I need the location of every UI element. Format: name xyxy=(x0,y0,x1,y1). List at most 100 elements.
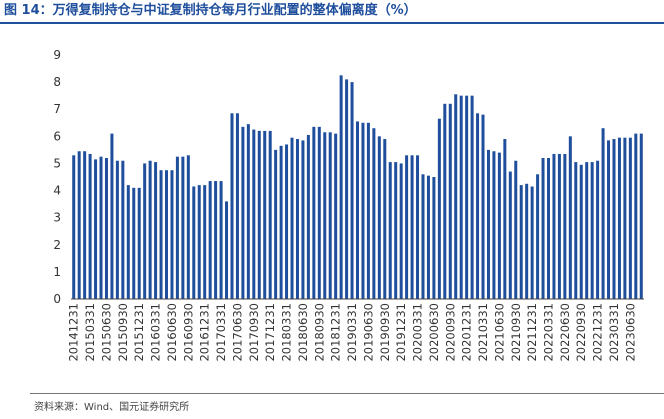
bar xyxy=(607,140,611,299)
bar xyxy=(377,136,381,299)
bar xyxy=(596,160,600,299)
y-tick-label: 4 xyxy=(53,184,61,198)
x-tick-label: 20170630 xyxy=(230,303,244,362)
bar xyxy=(115,160,119,299)
bar xyxy=(617,137,621,299)
bar xyxy=(361,122,365,299)
bar xyxy=(345,79,349,300)
bar xyxy=(634,133,638,299)
bar xyxy=(83,151,87,299)
bar-series xyxy=(72,75,643,300)
bar xyxy=(356,121,359,299)
y-tick-label: 7 xyxy=(53,102,61,116)
bar xyxy=(590,162,594,299)
y-tick-label: 9 xyxy=(53,48,61,62)
bar xyxy=(574,162,578,299)
x-tick-label: 20150630 xyxy=(99,303,113,362)
x-tick-label: 20190331 xyxy=(345,303,359,362)
bar xyxy=(416,155,420,299)
bar xyxy=(525,183,529,299)
bar xyxy=(557,153,561,299)
bar xyxy=(399,163,403,299)
bar xyxy=(476,113,480,299)
x-tick-label: 20141231 xyxy=(67,303,81,362)
y-axis: 0 1 2 3 4 5 6 7 8 9 xyxy=(53,48,61,306)
x-tick-label: 20151231 xyxy=(132,303,146,362)
bar xyxy=(339,75,343,299)
bar xyxy=(448,103,452,299)
y-tick-label: 8 xyxy=(53,75,61,89)
bar xyxy=(285,144,289,299)
bar xyxy=(257,130,261,299)
bar xyxy=(437,118,441,300)
x-tick-label: 20160630 xyxy=(165,303,179,362)
x-tick-label: 20150331 xyxy=(83,303,97,362)
bar xyxy=(263,130,267,299)
bar xyxy=(568,136,572,299)
bar xyxy=(301,140,305,299)
bar xyxy=(519,185,523,299)
bar xyxy=(601,128,605,299)
bar xyxy=(214,181,218,299)
bar xyxy=(585,162,589,299)
bar xyxy=(154,162,158,299)
x-tick-label: 20171231 xyxy=(263,303,277,362)
y-tick-label: 6 xyxy=(53,129,61,143)
y-tick-label: 1 xyxy=(53,265,61,279)
bar xyxy=(295,139,299,299)
figure-title: 图 14：万得复制持仓与中证复制持仓每月行业配置的整体偏离度（%） xyxy=(4,3,417,18)
bar xyxy=(508,171,512,299)
bar xyxy=(165,170,168,299)
bar xyxy=(175,156,179,299)
bar xyxy=(328,132,332,299)
bar xyxy=(465,95,469,299)
y-tick-label: 2 xyxy=(53,238,61,252)
bar xyxy=(454,94,458,299)
bar xyxy=(350,82,354,299)
bar xyxy=(104,158,108,299)
source-note: 资料来源：Wind、国元证券研究所 xyxy=(34,402,190,413)
x-tick-label: 20220331 xyxy=(542,303,556,362)
x-tick-label: 20190930 xyxy=(378,303,392,362)
x-tick-label: 20230630 xyxy=(623,303,637,362)
bar xyxy=(536,174,540,299)
x-tick-label: 20150930 xyxy=(116,303,130,362)
bar xyxy=(628,137,632,299)
bar xyxy=(552,153,556,299)
x-tick-label: 20221231 xyxy=(591,303,605,362)
bar xyxy=(94,159,98,299)
bar xyxy=(383,139,387,299)
x-tick-label: 20200331 xyxy=(411,303,425,362)
bar xyxy=(88,153,92,299)
bar xyxy=(579,164,583,299)
x-tick-label: 20210331 xyxy=(476,303,490,362)
bar xyxy=(366,122,370,299)
x-tick-label: 20200630 xyxy=(427,303,441,362)
bar xyxy=(372,128,376,299)
bar xyxy=(241,126,245,299)
bar xyxy=(126,185,130,299)
bar xyxy=(132,187,136,299)
x-tick-label: 20200930 xyxy=(443,303,457,362)
x-tick-label: 20180930 xyxy=(312,303,326,362)
x-tick-label: 20161231 xyxy=(198,303,212,362)
bar xyxy=(394,162,398,299)
bar xyxy=(72,155,76,299)
bar xyxy=(623,137,627,299)
bar xyxy=(312,126,316,299)
bar xyxy=(192,186,196,299)
bar xyxy=(317,126,321,299)
x-tick-label: 20201231 xyxy=(460,303,474,362)
bar xyxy=(497,152,501,299)
bar xyxy=(563,153,567,299)
bar xyxy=(143,163,147,299)
bar xyxy=(514,160,518,299)
bar xyxy=(503,139,507,299)
bar xyxy=(612,139,616,299)
bar xyxy=(235,113,239,299)
bar xyxy=(530,186,534,299)
x-tick-label: 20180630 xyxy=(296,303,310,362)
bar xyxy=(246,124,250,299)
x-tick-label: 20160331 xyxy=(149,303,163,362)
bar xyxy=(639,133,643,299)
